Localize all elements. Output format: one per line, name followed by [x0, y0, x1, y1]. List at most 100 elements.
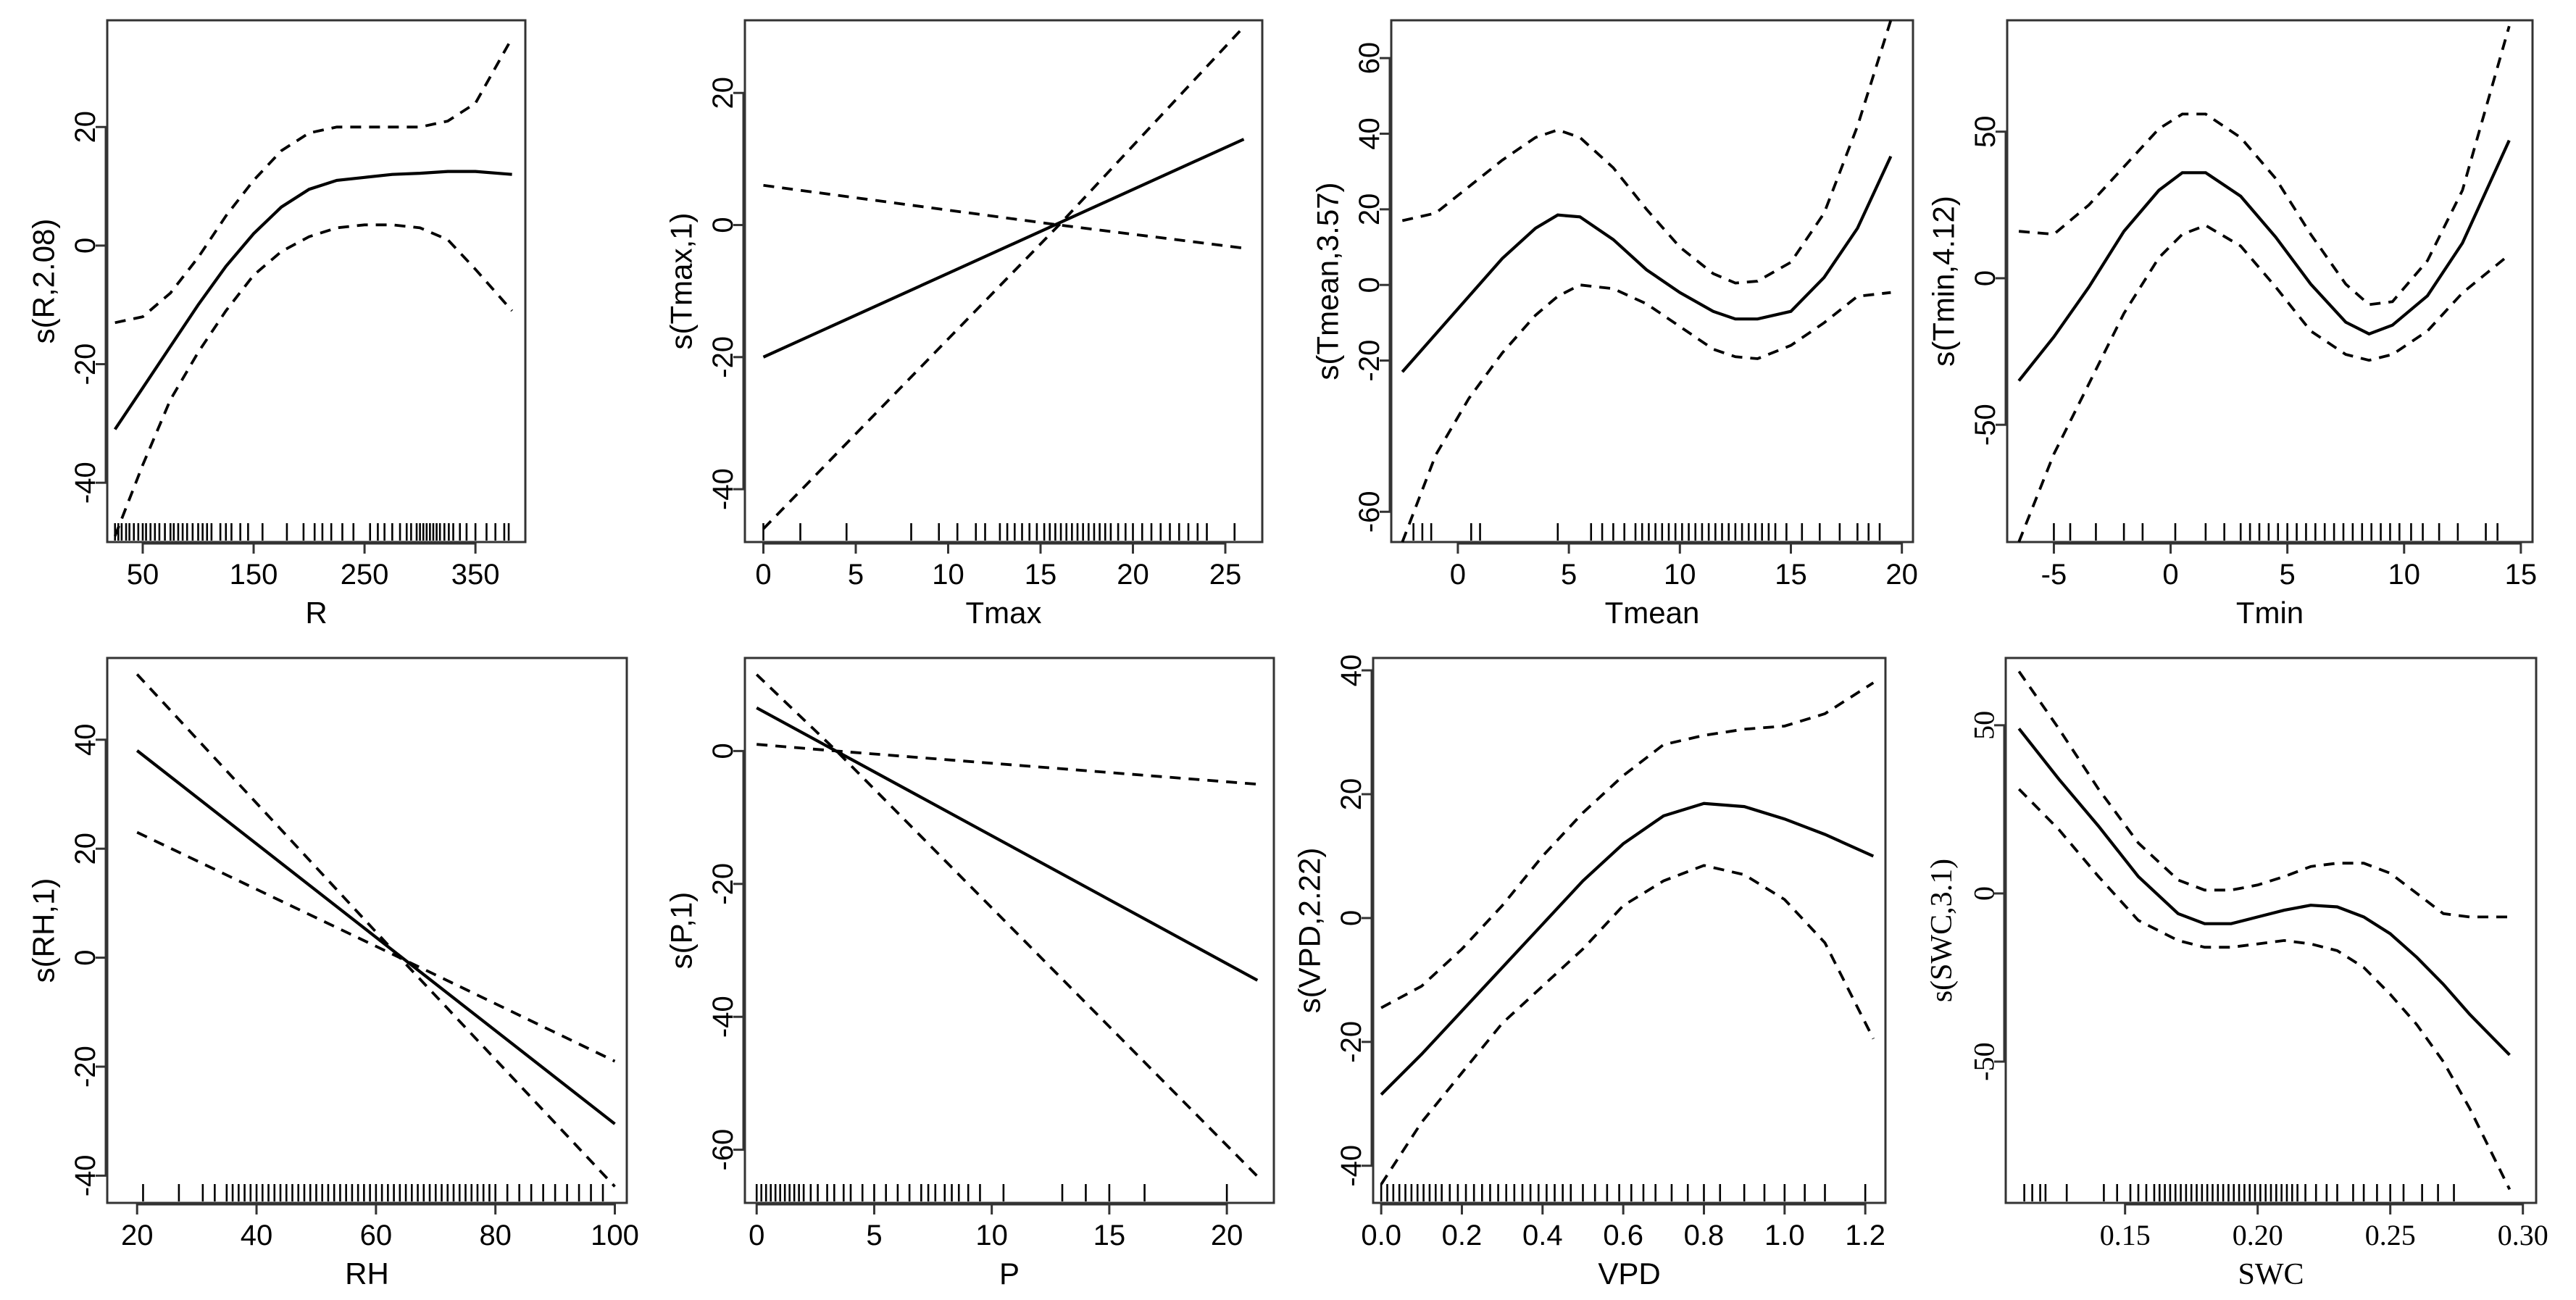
y-tick-label: 20	[707, 77, 739, 109]
confidence-band-lower	[2017, 788, 2512, 1191]
x-tick-label: 5	[2280, 559, 2296, 591]
confidence-band-lower	[136, 830, 616, 1063]
y-tick-label: -40	[1335, 1145, 1367, 1187]
y-tick-label: -40	[70, 1154, 101, 1196]
confidence-band-lower	[2017, 224, 2511, 543]
confidence-band-lower	[113, 223, 514, 537]
x-tick-label: 0.8	[1684, 1220, 1725, 1251]
confidence-band-upper	[1380, 681, 1875, 1009]
x-tick-label: 50	[127, 559, 159, 591]
confidence-band-upper	[2018, 25, 2511, 307]
x-tick-label: 0.30	[2498, 1219, 2548, 1251]
x-tick-label: 15	[1025, 559, 1057, 591]
y-tick-label: 0	[707, 217, 739, 233]
y-tick-label: -20	[70, 1046, 101, 1088]
x-axis-label: Tmax	[966, 596, 1042, 630]
y-tick-label: -60	[1354, 491, 1385, 533]
y-tick-label: 0	[1968, 886, 2001, 901]
x-tick-label: 15	[1093, 1220, 1126, 1251]
confidence-band-lower	[762, 25, 1245, 530]
x-tick-label: 0.2	[1442, 1220, 1483, 1251]
y-tick-label: 50	[1969, 115, 2001, 148]
x-tick-label: 0.25	[2365, 1219, 2416, 1251]
x-tick-label: 0.15	[2100, 1219, 2151, 1251]
x-axis-label: P	[999, 1257, 1020, 1291]
y-tick-label: -40	[707, 996, 739, 1038]
x-tick-label: 0	[1450, 559, 1466, 591]
confidence-band-lower	[1380, 864, 1875, 1186]
y-tick-label: 0	[1969, 270, 2001, 286]
y-tick-label: 60	[1354, 42, 1385, 75]
x-tick-label: 1.2	[1845, 1220, 1885, 1251]
smooth-fit-line	[113, 170, 512, 430]
y-tick-label: 40	[1354, 117, 1385, 150]
x-tick-label: 100	[591, 1220, 639, 1251]
confidence-band-lower	[1401, 283, 1891, 543]
y-tick-label: -60	[707, 1129, 739, 1171]
plot-frame	[2006, 19, 2534, 543]
confidence-band-upper	[763, 183, 1244, 250]
y-tick-label: 0	[1335, 910, 1367, 926]
y-tick-label: 40	[70, 724, 101, 757]
x-tick-label: 350	[451, 559, 500, 591]
x-tick-label: 5	[848, 559, 864, 591]
x-tick-label: 10	[975, 1220, 1008, 1251]
x-tick-label: 10	[2388, 559, 2421, 591]
confidence-band-upper	[756, 743, 1258, 786]
y-tick-label: -50	[1968, 1042, 2001, 1080]
x-tick-label: 0.20	[2233, 1219, 2283, 1251]
plot-frame	[1372, 657, 1887, 1204]
smooth-fit-line	[1401, 155, 1893, 373]
x-tick-label: 20	[121, 1220, 154, 1251]
y-tick-label: -40	[70, 462, 101, 504]
x-tick-label: 0.4	[1522, 1220, 1563, 1251]
x-tick-label: 10	[1664, 559, 1696, 591]
x-tick-label: 10	[932, 559, 964, 591]
x-tick-label: 0	[755, 559, 771, 591]
x-tick-label: 0	[2162, 559, 2178, 591]
y-tick-label: -20	[1335, 1021, 1367, 1063]
confidence-band-upper	[1401, 20, 1893, 285]
x-tick-label: 20	[1885, 559, 1918, 591]
y-tick-label: 0	[707, 743, 739, 759]
panel-rh: 20 40 60 80 100 RH -40 -20 0 20 40 s(RH,1)	[27, 657, 639, 1291]
y-axis-label: s(Tmin,4.12)	[1927, 196, 1961, 367]
y-tick-label: -20	[707, 336, 739, 378]
y-tick-label: 20	[1354, 193, 1385, 226]
y-tick-label: -20	[707, 863, 739, 905]
y-tick-label: -20	[1354, 340, 1385, 382]
confidence-band-lower	[755, 673, 1259, 1178]
confidence-band-upper	[114, 37, 514, 325]
y-tick-label: 20	[70, 111, 101, 143]
y-tick-label: 20	[70, 833, 101, 865]
smooth-fit-line	[1380, 801, 1875, 1096]
y-tick-label: -20	[70, 343, 101, 386]
panel-swc: 0.15 0.20 0.25 0.30 SWC -50 0 50 s(SWC,3.1)	[1925, 657, 2548, 1291]
x-tick-label: 0.0	[1361, 1220, 1401, 1251]
x-axis-label: Tmin	[2236, 596, 2304, 630]
y-tick-label: 0	[1354, 277, 1385, 293]
x-tick-label: 20	[1211, 1220, 1243, 1251]
plot-frame	[106, 19, 527, 543]
x-tick-label: 0.6	[1603, 1220, 1643, 1251]
y-axis-label: s(Tmean,3.57)	[1311, 182, 1345, 380]
y-tick-label: -50	[1969, 404, 2001, 446]
plot-frame	[1390, 19, 1914, 543]
y-tick-label: 0	[70, 238, 101, 254]
y-axis-label: s(VPD,2.22)	[1293, 848, 1327, 1014]
y-axis-label: s(SWC,3.1)	[1925, 859, 1959, 1002]
x-tick-label: 150	[230, 559, 278, 591]
x-tick-label: 15	[2505, 559, 2538, 591]
panel-r: 50 150 250 350 R -40 -20 0 20 s(R,2.08)	[27, 19, 527, 630]
x-tick-label: 0	[749, 1220, 764, 1251]
x-tick-label: 5	[1561, 559, 1577, 591]
x-tick-label: 15	[1775, 559, 1807, 591]
smooth-fit-line	[136, 749, 616, 1125]
plot-frame	[2004, 657, 2538, 1204]
y-tick-label: -40	[707, 468, 739, 510]
smooth-fit-line	[762, 138, 1245, 359]
y-axis-label: s(RH,1)	[27, 878, 61, 983]
x-tick-label: 25	[1209, 559, 1242, 591]
